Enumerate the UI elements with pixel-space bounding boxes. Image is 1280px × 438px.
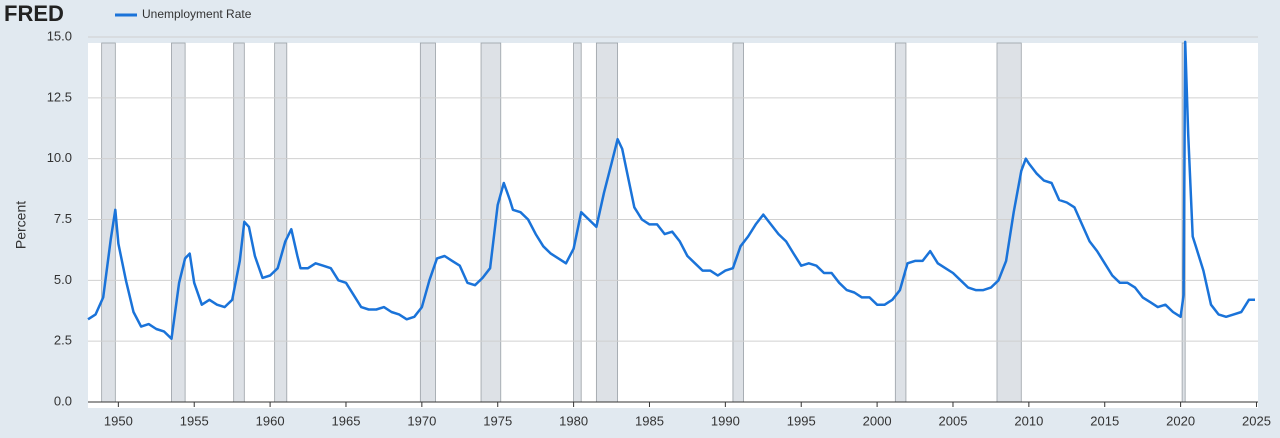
recession-band <box>595 42 619 403</box>
legend-label: Unemployment Rate <box>142 7 252 21</box>
y-tick-label: 12.5 <box>47 89 72 104</box>
y-tick-label: 10.0 <box>47 150 72 165</box>
x-tick-label: 1950 <box>104 413 133 428</box>
x-tick-label: 1970 <box>407 413 436 428</box>
y-axis-label: Percent <box>13 201 29 249</box>
recession-band <box>732 42 744 403</box>
x-tick-label: 2020 <box>1166 413 1195 428</box>
y-tick-label: 0.0 <box>54 393 72 408</box>
recession-band <box>996 42 1022 403</box>
x-tick-label: 1975 <box>483 413 512 428</box>
x-tick-label: 1965 <box>332 413 361 428</box>
y-tick-label: 5.0 <box>54 272 72 287</box>
x-tick-label: 1990 <box>711 413 740 428</box>
y-tick-label: 7.5 <box>54 211 72 226</box>
recession-band <box>274 42 288 403</box>
recession-band <box>894 42 907 403</box>
x-tick-label: 1955 <box>180 413 209 428</box>
x-tick-label: 2025 <box>1242 413 1271 428</box>
y-tick-label: 2.5 <box>54 333 72 348</box>
logo: FRED <box>4 1 64 26</box>
x-tick-label: 2000 <box>863 413 892 428</box>
x-tick-label: 2010 <box>1014 413 1043 428</box>
recession-band <box>171 42 186 403</box>
recession-band <box>233 42 245 403</box>
x-tick-label: 2005 <box>939 413 968 428</box>
x-tick-label: 2015 <box>1090 413 1119 428</box>
recession-band <box>419 42 436 403</box>
data-line <box>87 40 1255 340</box>
recession-band <box>480 42 502 403</box>
x-tick-label: 1980 <box>559 413 588 428</box>
x-tick-label: 1960 <box>256 413 285 428</box>
x-tick-label: 1985 <box>635 413 664 428</box>
y-tick-label: 15.0 <box>47 28 72 43</box>
x-tick-label: 1995 <box>787 413 816 428</box>
